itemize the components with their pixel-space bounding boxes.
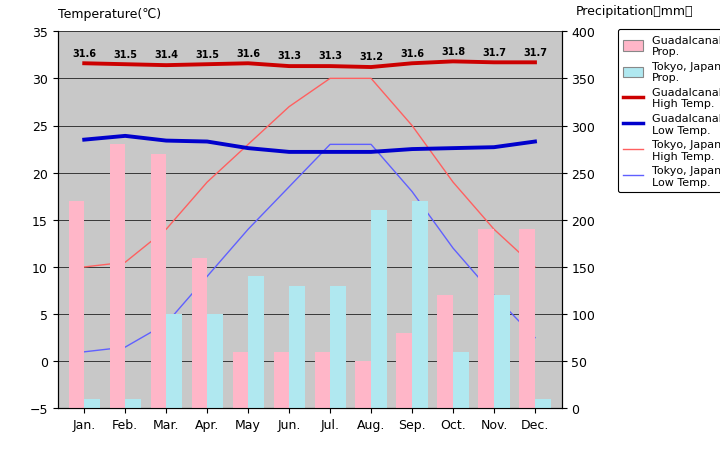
- Text: 31.3: 31.3: [318, 51, 342, 62]
- Tokyo, Japan
High Temp.: [366, 76, 375, 82]
- Guadalcanal Is.
High Temp.: [408, 62, 416, 67]
- Guadalcanal Is.
High Temp.: [285, 64, 294, 70]
- Bar: [68, 202, 84, 409]
- Guadalcanal Is.
High Temp.: [203, 62, 212, 68]
- Bar: [274, 352, 289, 409]
- Tokyo, Japan
Low Temp.: [80, 349, 89, 355]
- Tokyo, Japan
Low Temp.: [244, 227, 253, 232]
- Bar: [478, 230, 494, 409]
- Bar: [84, 399, 100, 409]
- Guadalcanal Is.
High Temp.: [531, 61, 539, 66]
- Guadalcanal Is.
High Temp.: [449, 60, 457, 65]
- Guadalcanal Is.
Low Temp.: [285, 150, 294, 155]
- Text: 31.6: 31.6: [72, 49, 96, 58]
- Guadalcanal Is.
Low Temp.: [203, 140, 212, 145]
- Text: Precipitation（mm）: Precipitation（mm）: [576, 6, 693, 18]
- Line: Guadalcanal Is.
Low Temp.: Guadalcanal Is. Low Temp.: [84, 137, 535, 152]
- Tokyo, Japan
Low Temp.: [408, 189, 416, 195]
- Tokyo, Japan
Low Temp.: [366, 142, 375, 148]
- Bar: [166, 314, 181, 409]
- Guadalcanal Is.
Low Temp.: [80, 138, 89, 143]
- Bar: [233, 352, 248, 409]
- Bar: [330, 286, 346, 409]
- Tokyo, Japan
High Temp.: [490, 227, 498, 232]
- Tokyo, Japan
High Temp.: [325, 76, 334, 82]
- Bar: [356, 362, 371, 409]
- Tokyo, Japan
High Temp.: [244, 142, 253, 148]
- Line: Guadalcanal Is.
High Temp.: Guadalcanal Is. High Temp.: [84, 62, 535, 68]
- Guadalcanal Is.
Low Temp.: [449, 146, 457, 151]
- Guadalcanal Is.
High Temp.: [366, 65, 375, 71]
- Text: 31.7: 31.7: [482, 48, 506, 57]
- Guadalcanal Is.
Low Temp.: [490, 145, 498, 151]
- Tokyo, Japan
High Temp.: [162, 227, 171, 232]
- Tokyo, Japan
Low Temp.: [449, 246, 457, 252]
- Guadalcanal Is.
Low Temp.: [121, 134, 130, 140]
- Tokyo, Japan
High Temp.: [531, 264, 539, 270]
- Bar: [438, 296, 453, 409]
- Line: Tokyo, Japan
High Temp.: Tokyo, Japan High Temp.: [84, 79, 535, 267]
- Bar: [207, 314, 222, 409]
- Tokyo, Japan
Low Temp.: [162, 321, 171, 327]
- Tokyo, Japan
High Temp.: [203, 180, 212, 185]
- Guadalcanal Is.
High Temp.: [490, 61, 498, 66]
- Legend: Guadalcanal Is.
Prop., Tokyo, Japan
Prop., Guadalcanal Is.
High Temp., Guadalcan: Guadalcanal Is. Prop., Tokyo, Japan Prop…: [618, 30, 720, 193]
- Tokyo, Japan
Low Temp.: [285, 185, 294, 190]
- Guadalcanal Is.
High Temp.: [244, 62, 253, 67]
- Line: Tokyo, Japan
Low Temp.: Tokyo, Japan Low Temp.: [84, 145, 535, 352]
- Bar: [248, 277, 264, 409]
- Bar: [535, 399, 551, 409]
- Text: 31.5: 31.5: [195, 50, 219, 59]
- Guadalcanal Is.
High Temp.: [162, 63, 171, 69]
- Bar: [315, 352, 330, 409]
- Bar: [453, 352, 469, 409]
- Tokyo, Japan
High Temp.: [408, 123, 416, 129]
- Tokyo, Japan
Low Temp.: [203, 274, 212, 280]
- Bar: [412, 202, 428, 409]
- Tokyo, Japan
High Temp.: [285, 105, 294, 110]
- Bar: [192, 258, 207, 409]
- Guadalcanal Is.
Low Temp.: [244, 146, 253, 151]
- Bar: [289, 286, 305, 409]
- Guadalcanal Is.
High Temp.: [325, 64, 334, 70]
- Guadalcanal Is.
Low Temp.: [162, 139, 171, 144]
- Guadalcanal Is.
Low Temp.: [366, 150, 375, 155]
- Bar: [125, 399, 141, 409]
- Bar: [109, 145, 125, 409]
- Bar: [494, 296, 510, 409]
- Tokyo, Japan
High Temp.: [121, 260, 130, 265]
- Text: 31.7: 31.7: [523, 48, 547, 57]
- Guadalcanal Is.
Low Temp.: [325, 150, 334, 155]
- Text: 31.5: 31.5: [113, 50, 138, 59]
- Text: 31.6: 31.6: [400, 49, 424, 58]
- Text: 31.2: 31.2: [359, 52, 383, 62]
- Bar: [519, 230, 535, 409]
- Guadalcanal Is.
High Temp.: [121, 62, 130, 68]
- Bar: [150, 154, 166, 409]
- Tokyo, Japan
Low Temp.: [121, 345, 130, 350]
- Guadalcanal Is.
High Temp.: [80, 62, 89, 67]
- Tokyo, Japan
High Temp.: [449, 180, 457, 185]
- Bar: [371, 211, 387, 409]
- Text: Temperature(℃): Temperature(℃): [58, 8, 161, 21]
- Guadalcanal Is.
Low Temp.: [531, 140, 539, 145]
- Bar: [397, 333, 412, 409]
- Text: 31.6: 31.6: [236, 49, 260, 58]
- Text: 31.8: 31.8: [441, 47, 465, 56]
- Tokyo, Japan
Low Temp.: [325, 142, 334, 148]
- Text: 31.3: 31.3: [277, 51, 301, 62]
- Guadalcanal Is.
Low Temp.: [408, 147, 416, 152]
- Text: 31.4: 31.4: [154, 50, 178, 60]
- Tokyo, Japan
High Temp.: [80, 264, 89, 270]
- Tokyo, Japan
Low Temp.: [490, 293, 498, 298]
- Tokyo, Japan
Low Temp.: [531, 335, 539, 341]
